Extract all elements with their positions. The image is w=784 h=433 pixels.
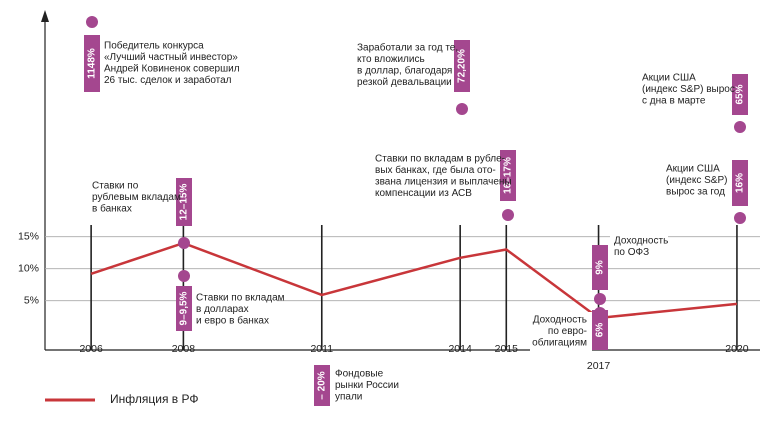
annotation-text: рублевым вкладам (92, 191, 181, 203)
annotation-text: (индекс S&P) вырос (642, 84, 735, 95)
annotation-value: 72,20% (457, 49, 468, 83)
annotation-marker (734, 212, 746, 224)
annotation-text: упали (335, 392, 362, 403)
annotation-box (530, 312, 592, 352)
annotation-tag (732, 160, 748, 206)
annotation-box (610, 234, 668, 262)
annotation-tag (176, 286, 192, 331)
annotation-text: в доллар, благодаря (357, 65, 452, 77)
x-tick-label: 2011 (310, 343, 333, 355)
annotation-marker (178, 237, 190, 249)
annotation-text: по ОФЗ (614, 247, 649, 258)
annotation-tag (732, 74, 748, 115)
annotation-value: 65% (735, 84, 746, 104)
annotation-value: – 20% (317, 371, 328, 399)
annotation-text: компенсации из АСВ (375, 188, 472, 199)
annotation-text: вых банках, где была ото- (375, 164, 496, 176)
annotation-marker (86, 16, 98, 28)
annotation-text: Доходность (533, 315, 587, 326)
annotation-text: рынки России (335, 380, 399, 391)
annotation-tag (592, 310, 608, 350)
annotation-marker (734, 121, 746, 133)
x-tick-label: 2006 (79, 343, 103, 355)
annotation-value: 1148% (87, 48, 98, 79)
annotation-tag (592, 245, 608, 290)
annotation-marker (594, 293, 606, 305)
annotation-tag (84, 35, 100, 92)
annotation-tag (176, 178, 192, 226)
annotation-tag (314, 365, 330, 406)
x-tick-label: 2020 (725, 343, 749, 355)
y-tick-label: 15% (18, 230, 39, 242)
annotation-marker (502, 209, 514, 221)
annotation-marker (178, 270, 190, 282)
annotation-text: вырос за год (666, 187, 725, 198)
y-tick-label: 5% (24, 294, 39, 306)
y-tick-label: 10% (18, 262, 39, 274)
annotation-text: в долларах (196, 304, 249, 315)
annotation-text: облигациям (532, 337, 587, 349)
annotation-box (100, 37, 227, 91)
annotation-text: Акции США (666, 164, 720, 175)
annotation-text: Фондовые (335, 369, 384, 380)
x-tick-label: 2014 (448, 343, 472, 355)
annotation-text: резкой девальвации (357, 77, 452, 88)
annotation-value: 12–15% (179, 184, 190, 221)
annotation-text: кто вложились (357, 54, 425, 65)
annotation-tag (500, 150, 516, 201)
annotation-marker (456, 103, 468, 115)
annotation-text: в банках (92, 203, 132, 215)
annotation-value: 6% (595, 323, 606, 338)
annotation-value: 16–17% (503, 157, 514, 194)
annotation-text: Акции США (642, 73, 696, 84)
y-axis-arrow (41, 10, 49, 22)
annotation-text: Победитель конкурса (104, 40, 204, 52)
annotation-box (192, 290, 277, 328)
annotation-value: 9% (595, 260, 606, 275)
x-tick-label: 2008 (172, 343, 196, 355)
annotation-tag (454, 40, 470, 92)
annotation-value: 16% (735, 173, 746, 193)
annotation-text: Андрей Ковиненок совершил (104, 64, 240, 75)
annotation-marker (594, 307, 606, 319)
annotation-text: 26 тыс. сделок и заработал (104, 74, 232, 86)
annotation-text: Ставки по (92, 181, 139, 192)
annotation-text: по евро- (548, 326, 587, 337)
x-tick-label: 2017 (587, 360, 611, 372)
annotation-text: «Лучший частный инвестор» (104, 52, 238, 63)
annotation-value: 9–9,5% (179, 291, 190, 325)
x-tick-label: 2015 (495, 343, 519, 355)
annotation-text: Заработали за год те, (357, 42, 458, 54)
annotation-text: с дна в марте (642, 96, 706, 107)
annotation-text: звана лицензия и выплачены (375, 177, 512, 188)
annotation-text: и евро в банках (196, 315, 269, 327)
annotation-text: Ставки по вкладам в рубле- (375, 153, 505, 165)
annotation-text: Ставки по вкладам (196, 293, 285, 304)
legend-label: Инфляция в РФ (110, 392, 198, 406)
annotation-text: (индекс S&P) (666, 175, 727, 186)
annotation-text: Доходность (614, 236, 668, 247)
